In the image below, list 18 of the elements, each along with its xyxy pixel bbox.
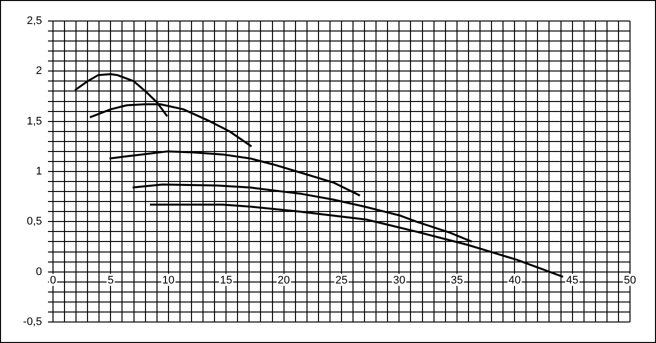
- x-tick-label: 30: [393, 274, 406, 286]
- x-tick-label: 10: [162, 274, 175, 286]
- x-tick-label: 25: [335, 274, 348, 286]
- y-tick-label: 1,5: [26, 115, 42, 128]
- x-tick-label: 50: [624, 274, 636, 286]
- x-tick-label: 40: [508, 274, 521, 286]
- x-tick-label: 5: [108, 274, 114, 286]
- x-tick-label: 20: [278, 274, 290, 286]
- y-tick-label: 2,5: [26, 15, 42, 28]
- y-tick-label: 2: [36, 65, 42, 78]
- y-tick-label: 1: [36, 166, 42, 178]
- y-tick-label: 0: [36, 266, 42, 278]
- y-tick-label: 0,5: [26, 216, 42, 228]
- x-tick-label: 35: [450, 274, 464, 286]
- y-tick-label: -0,5: [23, 316, 42, 328]
- x-tick-label: 0: [50, 274, 56, 286]
- x-tick-label: 45: [566, 274, 578, 286]
- x-tick-label: 15: [220, 274, 232, 286]
